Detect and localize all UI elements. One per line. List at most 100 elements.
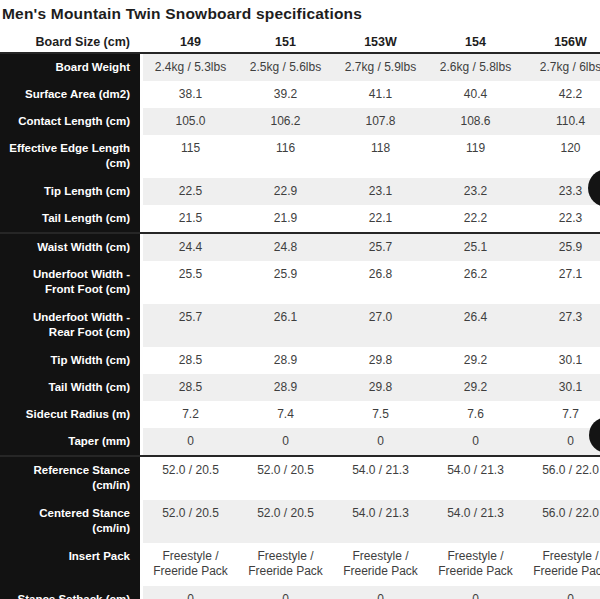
spec-value: 28.9 <box>238 374 333 401</box>
spec-value: 52.0 / 20.5 <box>238 500 333 543</box>
spec-value: 26.2 <box>428 261 523 304</box>
spec-row-values: 24.424.825.725.125.9 <box>143 234 600 261</box>
spec-value: 27.3 <box>523 304 600 347</box>
spec-value: 7.6 <box>428 401 523 428</box>
spec-value: 29.2 <box>428 374 523 401</box>
spec-value: 7.4 <box>238 401 333 428</box>
spec-row: Underfoot Width - Front Foot (cm)25.525.… <box>0 261 600 304</box>
spec-value: 115 <box>143 135 238 178</box>
spec-row-label: Waist Width (cm) <box>0 234 140 261</box>
spec-row: Stance Setback (cm)00000 <box>0 586 600 599</box>
spec-row-values: 105.0106.2107.8108.6110.4 <box>143 108 600 135</box>
spec-value: Freestyle / Freeride Pack <box>333 543 428 586</box>
spec-value: 39.2 <box>238 81 333 108</box>
spec-value: 26.1 <box>238 304 333 347</box>
spec-value: 2.4kg / 5.3lbs <box>143 54 238 81</box>
spec-value: 26.8 <box>333 261 428 304</box>
spec-value: 7.2 <box>143 401 238 428</box>
spec-row-label: Tip Width (cm) <box>0 347 140 374</box>
spec-value: 52.0 / 20.5 <box>238 457 333 500</box>
spec-value: Freestyle / Freeride Pack <box>143 543 238 586</box>
spec-value: 29.2 <box>428 347 523 374</box>
spec-value: 30.1 <box>523 347 600 374</box>
spec-row-label: Tail Width (cm) <box>0 374 140 401</box>
spec-value: 22.3 <box>523 205 600 232</box>
spec-value: 0 <box>143 428 238 455</box>
spec-row-values: 21.521.922.122.222.3 <box>143 205 600 232</box>
spec-row-values: Freestyle / Freeride PackFreestyle / Fre… <box>143 543 600 586</box>
spec-row: Insert PackFreestyle / Freeride PackFree… <box>0 543 600 586</box>
column-header-board-size: Board Size (cm) <box>0 35 140 49</box>
spec-row-label: Underfoot Width - Front Foot (cm) <box>0 261 140 304</box>
spec-value: 52.0 / 20.5 <box>143 457 238 500</box>
spec-value: Freestyle / Freeride Pack <box>523 543 600 586</box>
spec-value: 25.9 <box>238 261 333 304</box>
spec-value: Freestyle / Freeride Pack <box>428 543 523 586</box>
spec-page: Men's Mountain Twin Snowboard specificat… <box>0 0 600 599</box>
spec-value: 28.5 <box>143 347 238 374</box>
spec-value: 38.1 <box>143 81 238 108</box>
spec-value: 7.7 <box>523 401 600 428</box>
spec-value: 54.0 / 21.3 <box>333 500 428 543</box>
spec-value: 30.1 <box>523 374 600 401</box>
spec-table-header: Board Size (cm) 149151153W154156W <box>0 31 600 54</box>
page-title: Men's Mountain Twin Snowboard specificat… <box>0 0 600 23</box>
spec-value: 105.0 <box>143 108 238 135</box>
spec-value: 0 <box>238 428 333 455</box>
spec-row: Reference Stance (cm/in)52.0 / 20.552.0 … <box>0 457 600 500</box>
spec-value: 7.5 <box>333 401 428 428</box>
spec-row-label: Sidecut Radius (m) <box>0 401 140 428</box>
spec-value: 0 <box>238 586 333 599</box>
column-header-size: 149 <box>143 35 238 49</box>
spec-value: 28.5 <box>143 374 238 401</box>
spec-value: 106.2 <box>238 108 333 135</box>
spec-value: 21.5 <box>143 205 238 232</box>
column-header-size: 156W <box>523 35 600 49</box>
spec-value: 22.9 <box>238 178 333 205</box>
spec-value: 0 <box>333 428 428 455</box>
spec-value: Freestyle / Freeride Pack <box>238 543 333 586</box>
spec-row: Tip Width (cm)28.528.929.829.230.1 <box>0 347 600 374</box>
spec-value: 22.1 <box>333 205 428 232</box>
spec-row: Surface Area (dm2)38.139.241.140.442.2 <box>0 81 600 108</box>
spec-row: Tail Length (cm)21.521.922.122.222.3 <box>0 205 600 232</box>
spec-row-label: Centered Stance (cm/in) <box>0 500 140 543</box>
spec-value: 27.1 <box>523 261 600 304</box>
spec-row-label: Reference Stance (cm/in) <box>0 457 140 500</box>
spec-row-label: Effective Edge Length (cm) <box>0 135 140 178</box>
spec-row-values: 25.525.926.826.227.1 <box>143 261 600 304</box>
column-header-size: 151 <box>238 35 333 49</box>
spec-row-values: 00000 <box>143 586 600 599</box>
spec-value: 29.8 <box>333 374 428 401</box>
spec-row-label: Surface Area (dm2) <box>0 81 140 108</box>
spec-value: 42.2 <box>523 81 600 108</box>
spec-row-label: Underfoot Width - Rear Foot (cm) <box>0 304 140 347</box>
spec-row-values: 00000 <box>143 428 600 455</box>
spec-value: 25.9 <box>523 234 600 261</box>
spec-value: 25.7 <box>143 304 238 347</box>
spec-value: 119 <box>428 135 523 178</box>
spec-value: 25.5 <box>143 261 238 304</box>
column-header-size: 154 <box>428 35 523 49</box>
spec-table: Board Size (cm) 149151153W154156W Board … <box>0 31 600 599</box>
spec-value: 29.8 <box>333 347 428 374</box>
spec-row-values: 28.528.929.829.230.1 <box>143 347 600 374</box>
spec-value: 22.2 <box>428 205 523 232</box>
spec-row-values: 115116118119120 <box>143 135 600 178</box>
spec-row: Tip Length (cm)22.522.923.123.223.3 <box>0 178 600 205</box>
spec-row: Underfoot Width - Rear Foot (cm)25.726.1… <box>0 304 600 347</box>
spec-value: 56.0 / 22.0 <box>523 500 600 543</box>
spec-row-label: Insert Pack <box>0 543 140 586</box>
spec-value: 54.0 / 21.3 <box>428 500 523 543</box>
spec-value: 21.9 <box>238 205 333 232</box>
spec-value: 116 <box>238 135 333 178</box>
spec-row: Waist Width (cm)24.424.825.725.125.9 <box>0 234 600 261</box>
spec-value: 0 <box>143 586 238 599</box>
spec-row-label: Board Weight <box>0 54 140 81</box>
spec-row-label: Stance Setback (cm) <box>0 586 140 599</box>
spec-value: 56.0 / 22.0 <box>523 457 600 500</box>
spec-row-label: Tip Length (cm) <box>0 178 140 205</box>
spec-value: 23.1 <box>333 178 428 205</box>
spec-row: Centered Stance (cm/in)52.0 / 20.552.0 /… <box>0 500 600 543</box>
spec-value: 118 <box>333 135 428 178</box>
